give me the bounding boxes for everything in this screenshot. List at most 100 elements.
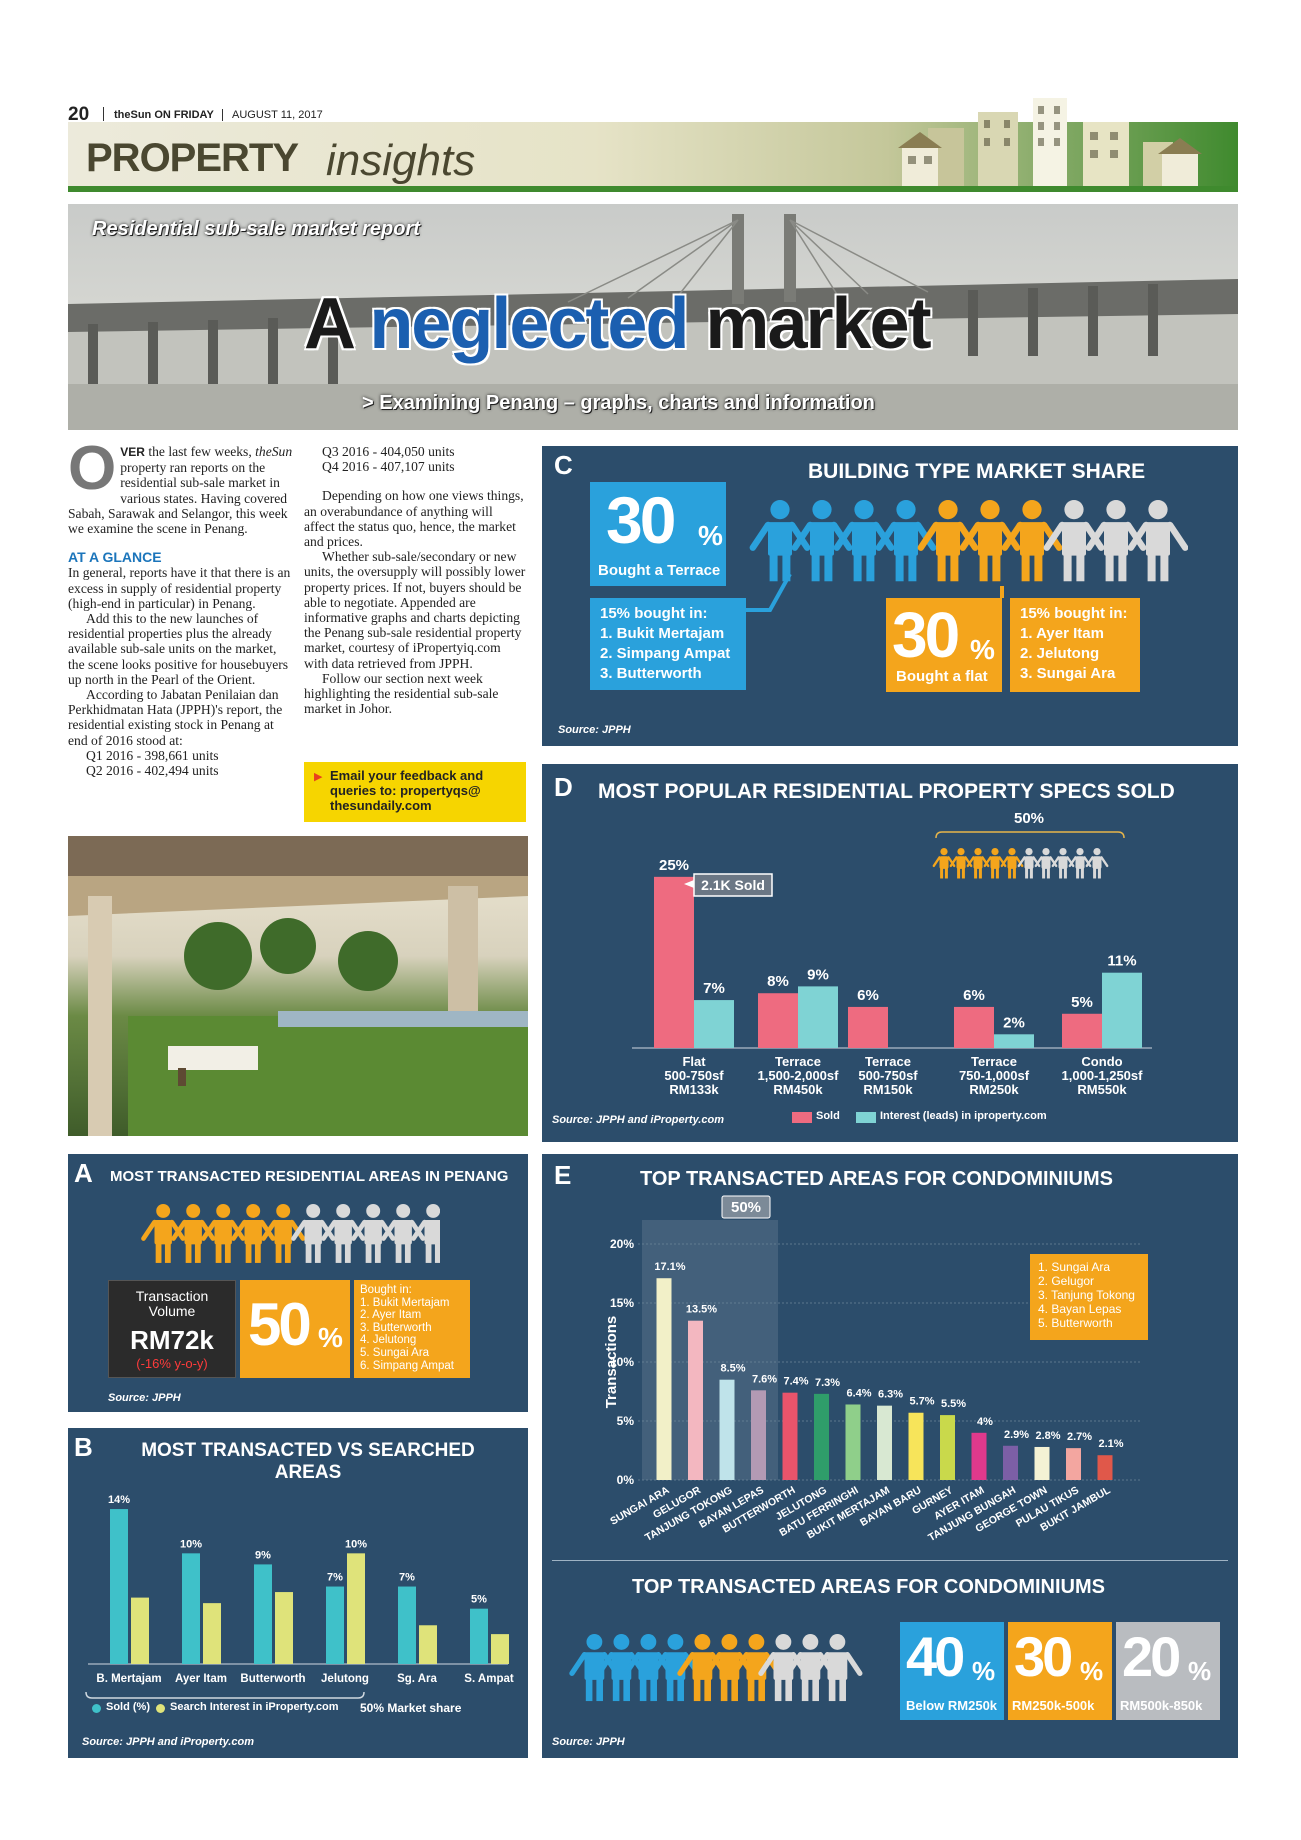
flat-label: Bought a flat: [896, 668, 988, 685]
bar-value-label: 7.4%: [783, 1376, 808, 1388]
person-leg: [425, 1243, 432, 1263]
person-leg: [961, 868, 965, 879]
flat-town: 2. Jelutong: [1020, 645, 1100, 662]
person-arm: [932, 856, 941, 868]
bar-value-label: 5%: [471, 1594, 487, 1606]
bar-sold: [1062, 1013, 1102, 1048]
panel-b: B MOST TRANSACTED VS SEARCHED AREAS 14% B…: [68, 1428, 528, 1758]
person-arm: [998, 856, 1007, 868]
person-head: [246, 1204, 261, 1218]
person-leg: [1118, 554, 1127, 582]
person-head: [396, 1204, 411, 1218]
category-label: 500-750sf: [858, 1068, 918, 1083]
price-band-250k-500k: 30 % RM250k-500k: [1008, 1622, 1112, 1720]
headline-part-a: A: [304, 284, 370, 364]
category-label: Sg. Ara: [397, 1673, 437, 1685]
person-arm: [981, 856, 990, 868]
person-body: [184, 1220, 202, 1245]
person-head: [802, 1634, 819, 1650]
person-arm: [875, 521, 898, 551]
legend-search-label: Search Interest in iProperty.com: [170, 1701, 339, 1713]
resort-illustration: [68, 836, 528, 1136]
person-head: [980, 500, 1000, 520]
person-leg: [992, 554, 1001, 582]
person-leg: [1025, 868, 1029, 879]
person-head: [1076, 848, 1084, 856]
person-icon: [231, 1204, 276, 1263]
person-icon: [650, 1634, 701, 1702]
terrace-unit: %: [698, 520, 723, 551]
person-head: [748, 1634, 765, 1650]
person-leg: [612, 1678, 620, 1702]
person-arm: [812, 1651, 831, 1676]
person-icon: [1051, 848, 1075, 879]
share-value: 50: [248, 1291, 312, 1358]
person-icon: [1085, 848, 1109, 879]
person-arm: [959, 521, 982, 551]
bought-item: 1. Bukit Mertajam: [360, 1296, 450, 1309]
bar-search: [419, 1625, 437, 1664]
person-leg: [284, 1243, 291, 1263]
feedback-text: Email your feedback and queries to: prop…: [330, 768, 484, 813]
person-arm: [1068, 856, 1077, 868]
bar-value-label: 7%: [327, 1572, 343, 1584]
person-leg: [677, 1678, 684, 1702]
arrow-icon: ▶: [314, 771, 323, 783]
legend-interest-label: Interest (leads) in iproperty.com: [880, 1110, 1047, 1122]
person-leg: [1046, 868, 1050, 879]
person-head: [366, 1204, 381, 1218]
hero-image: Residential sub-sale market report A neg…: [68, 204, 1238, 430]
person-leg: [395, 1243, 402, 1263]
at-a-glance-heading: AT A GLANCE: [68, 549, 162, 566]
person-head: [770, 500, 790, 520]
person-head: [1064, 500, 1084, 520]
bar: [782, 1392, 798, 1480]
person-head: [940, 848, 948, 856]
person-arm: [171, 1219, 187, 1241]
person-head: [694, 1634, 711, 1650]
terrace-town: 3. Butterworth: [600, 665, 702, 682]
callout-text: 2.1K Sold: [701, 877, 765, 893]
person-leg: [720, 1678, 728, 1702]
bar-sold: [398, 1586, 416, 1664]
y-tick-label: 15%: [610, 1296, 634, 1310]
person-arm: [964, 856, 973, 868]
person-leg: [344, 1243, 351, 1263]
y-tick-label: 20%: [610, 1237, 634, 1251]
person-icon: [1017, 848, 1041, 879]
chart-b: 14% B. Mertajam 10% Ayer Itam 9% Butterworth 7…: [85, 1494, 514, 1699]
person-arm: [731, 1651, 750, 1676]
flat-pct: 30: [892, 599, 960, 671]
person-body: [1092, 856, 1102, 869]
bar: [751, 1390, 766, 1480]
panel-e: E TOP TRANSACTED AREAS FOR CONDOMINIUMS …: [542, 1154, 1238, 1758]
person-body: [304, 1220, 322, 1245]
person-leg: [801, 1678, 809, 1702]
person-leg: [895, 554, 904, 582]
terrace-town: 2. Simpang Ampat: [600, 645, 731, 662]
section-title-italic: insights: [326, 136, 476, 185]
person-leg: [1034, 554, 1043, 582]
person-arm: [596, 1651, 615, 1676]
bar-value-label: 7%: [399, 1572, 415, 1584]
person-leg: [1063, 868, 1067, 879]
person-leg: [774, 1678, 782, 1702]
person-arm: [677, 1651, 696, 1676]
top5-item: 2. Gelugor: [1038, 1274, 1095, 1288]
category-label: RM450k: [773, 1082, 823, 1097]
article-paragraph: Depending on how one views things, an ov…: [304, 488, 524, 550]
market-share-bracket: [85, 1691, 365, 1699]
person-leg: [1080, 868, 1084, 879]
source-note: Source: JPPH and iProperty.com: [552, 1114, 724, 1126]
sold-callout: 2.1K Sold: [684, 873, 773, 897]
person-leg: [585, 1678, 593, 1702]
band-unit: %: [972, 1656, 996, 1686]
person-icon: [875, 500, 937, 582]
person-leg: [1012, 868, 1016, 879]
person-leg: [785, 1678, 792, 1702]
legend-sold-dot: [92, 1704, 101, 1713]
person-arm: [704, 1651, 723, 1676]
person-head: [812, 500, 832, 520]
person-arm: [1166, 521, 1188, 551]
person-arm: [791, 521, 814, 551]
